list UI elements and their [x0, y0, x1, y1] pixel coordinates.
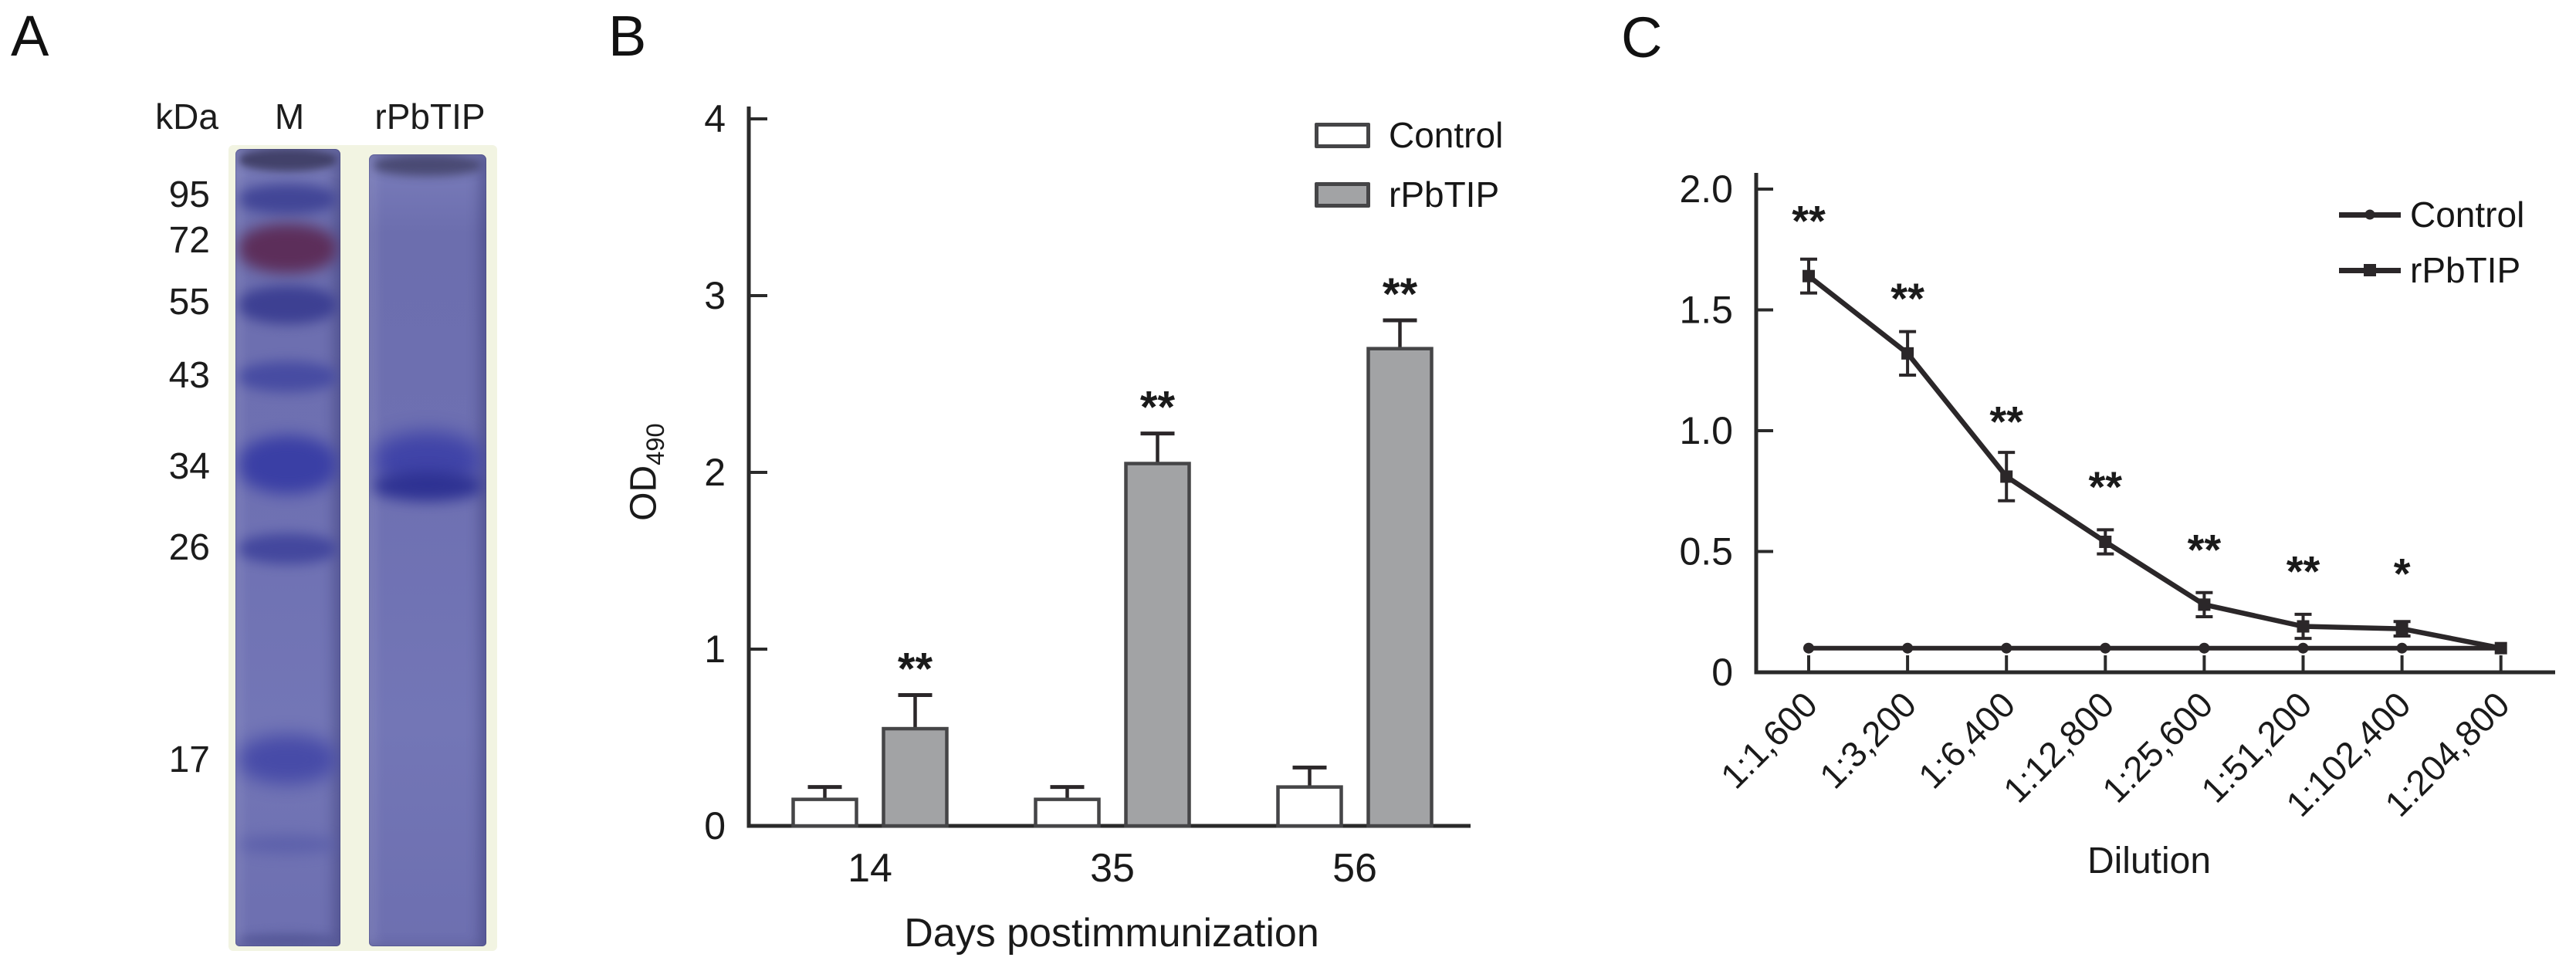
gel-marker-label-26: 26 [168, 527, 210, 568]
significance-stars: ** [1989, 397, 2023, 445]
panel-b-y-tick-label: 0 [704, 804, 726, 848]
bar-rpbtip-day14 [882, 726, 949, 828]
rpbtip-data-point [2297, 620, 2310, 633]
panel-c-y-tick-label: 2.0 [1679, 167, 1733, 211]
gel-band [239, 533, 337, 564]
panel-c-x-tick-label: 1:12,800 [1995, 684, 2121, 810]
panel-c-y-tick-label: 0.5 [1679, 530, 1733, 573]
rpbtip-series-line [1806, 274, 2502, 651]
rpbtip-data-point [2198, 598, 2211, 611]
significance-stars: ** [2287, 547, 2320, 596]
control-data-point [2199, 642, 2210, 654]
panel-c-legend: Control rPbTIP [2339, 197, 2524, 288]
rpbtip-data-point [2494, 641, 2507, 655]
gel-band [239, 361, 337, 392]
panel-b-axes [746, 107, 1471, 828]
control-swatch-icon [1315, 122, 1370, 148]
panel-a-letter: A [11, 4, 49, 68]
gel-band [239, 933, 337, 946]
panel-c-legend-item-control: Control [2339, 197, 2524, 232]
circle-marker-icon [2364, 209, 2375, 220]
bar-rpbtip-day56 [1366, 347, 1434, 828]
panel-c-x-tick-label: 1:25,600 [2094, 684, 2220, 810]
rpbtip-swatch-icon [1315, 181, 1370, 208]
rpbtip-data-point [2395, 622, 2408, 635]
panel-b-y-tick-label: 4 [704, 97, 726, 140]
panel-c-legend-label-rpbtip: rPbTIP [2410, 250, 2521, 290]
gel-band [239, 149, 337, 171]
gel-kda-unit-label: kDa [155, 96, 218, 137]
panel-b-legend-label-rpbtip: rPbTIP [1389, 174, 1500, 215]
gel-marker-label-72: 72 [168, 220, 210, 261]
panel-c-letter: C [1621, 5, 1663, 69]
panel-b-legend-item-control: Control [1315, 117, 1503, 153]
panel-b-x-tick-label: 35 [1090, 846, 1135, 891]
gel-band [239, 184, 337, 215]
panel-c-x-tick-label: 1:1,600 [1713, 684, 1825, 796]
bar-rpbtip-day35 [1124, 462, 1191, 828]
panel-b-y-tick-label: 1 [704, 628, 726, 671]
panel-b-letter: B [608, 4, 647, 68]
panel-c-x-tick-label: 1:3,200 [1812, 684, 1924, 796]
gel-lane-m-label: M [274, 96, 305, 137]
control-data-point [2396, 642, 2408, 654]
gel-band [239, 286, 337, 324]
gel-marker-label-55: 55 [168, 282, 210, 323]
panel-b-legend-item-rpbtip: rPbTIP [1315, 177, 1503, 212]
control-data-point [1803, 642, 1814, 654]
gel-marker-label-17: 17 [168, 739, 210, 780]
gel-band [239, 224, 337, 273]
gel-band [239, 735, 337, 784]
gel-marker-label-43: 43 [168, 355, 210, 396]
square-marker-icon [2364, 264, 2376, 276]
significance-stars: ** [1792, 197, 1826, 245]
significance-stars: ** [2089, 462, 2123, 511]
gel-band [239, 435, 337, 494]
panel-b-y-tick-label: 3 [704, 274, 726, 317]
significance-stars: ** [1383, 269, 1418, 320]
rpbtip-data-point [1901, 347, 1914, 360]
gel-band [239, 835, 337, 854]
panel-c-legend-label-control: Control [2410, 195, 2525, 235]
rpbtip-line-marker-icon [2339, 264, 2401, 276]
bar-control-day56 [1276, 785, 1343, 828]
bar-control-day14 [791, 797, 858, 828]
panel-b-legend: Control rPbTIP [1315, 117, 1503, 212]
rpbtip-data-point [1803, 269, 1815, 283]
control-line-marker-icon [2339, 209, 2401, 220]
rpbtip-data-point [2099, 535, 2112, 548]
significance-stars: * [2394, 550, 2411, 598]
panel-b-y-tick-label: 2 [704, 451, 726, 494]
panel-b-x-tick-label: 14 [848, 846, 892, 891]
significance-stars: ** [898, 645, 933, 695]
panel-c-legend-item-rpbtip: rPbTIP [2339, 252, 2524, 288]
panel-c-x-axis-title: Dilution [2087, 841, 2212, 881]
significance-stars: ** [1891, 274, 1924, 323]
significance-stars: ** [2188, 525, 2222, 573]
control-data-point [2100, 642, 2111, 654]
panel-c-y-tick-label: 1.0 [1679, 409, 1733, 452]
panel-b-x-tick-label: 56 [1332, 846, 1377, 891]
control-data-point [1902, 642, 1914, 654]
control-data-point [2001, 642, 2012, 654]
panel-c-y-tick-label: 0 [1711, 651, 1733, 694]
control-data-point [2297, 642, 2309, 654]
panel-c-y-tick-label: 1.5 [1679, 289, 1733, 332]
panel-b-legend-label-control: Control [1389, 115, 1504, 155]
gel-band [374, 154, 482, 176]
gel-lane-m [235, 149, 340, 946]
gel-lane-rpbtip [369, 154, 486, 946]
gel-lane-rpbtip-label: rPbTIP [374, 96, 486, 137]
gel-marker-label-34: 34 [168, 446, 210, 487]
bar-control-day35 [1034, 797, 1101, 828]
rpbtip-data-point [2000, 470, 2013, 483]
gel-band [374, 472, 482, 501]
panel-b-x-axis-title: Days postimmunization [904, 911, 1319, 956]
gel-marker-label-95: 95 [168, 174, 210, 215]
panel-c-axes [1754, 173, 2555, 675]
significance-stars: ** [1140, 383, 1176, 433]
